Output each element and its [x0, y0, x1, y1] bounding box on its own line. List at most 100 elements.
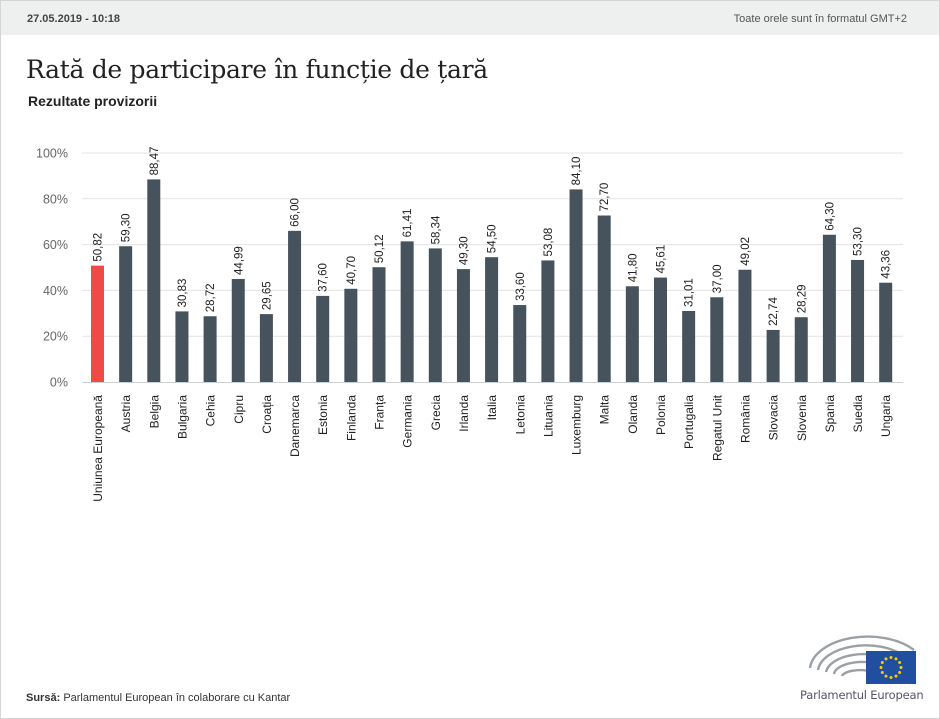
hemicycle-row: [808, 635, 915, 669]
bar-spania: [822, 234, 836, 382]
eu-stars: [879, 656, 903, 679]
x-tick-label: Letonia: [513, 395, 527, 435]
bar-bulgaria: [175, 311, 189, 382]
eu-star-icon: [898, 671, 902, 674]
x-tick-label: Grecia: [429, 395, 443, 431]
eu-star-icon: [894, 657, 898, 661]
eu-star-icon: [898, 661, 902, 664]
x-tick-label: Italia: [485, 395, 499, 421]
bar-cehia: [203, 316, 217, 382]
value-label: 53,08: [543, 228, 555, 257]
x-tick-label: Belgia: [147, 395, 161, 429]
x-tick-label: Olanda: [626, 395, 640, 434]
value-label: 64,30: [824, 202, 836, 231]
eu-star-icon: [880, 671, 884, 674]
value-label: 43,36: [881, 250, 893, 279]
hemicycle-row: [816, 644, 905, 671]
timezone-note: Toate orele sunt în formatul GMT+2: [733, 13, 907, 25]
y-tick-label: 100%: [36, 147, 68, 161]
bar-irlanda: [456, 269, 470, 382]
x-tick-label: Slovenia: [795, 395, 809, 441]
eu-star-icon: [889, 656, 893, 659]
x-tick-label: Bulgaria: [175, 395, 189, 439]
value-label: 30,83: [177, 279, 189, 308]
value-label: 54,50: [487, 224, 499, 253]
value-label: 66,00: [290, 198, 302, 227]
value-label: 59,30: [121, 213, 133, 242]
y-tick-label: 80%: [43, 192, 68, 206]
bars: [91, 179, 893, 382]
bar-danemarca: [288, 230, 302, 382]
value-label: 49,02: [740, 237, 752, 266]
x-tick-label: Lituania: [541, 395, 555, 437]
x-tick-label: Finlanda: [344, 395, 358, 441]
x-tick-label: Suedia: [851, 395, 865, 433]
x-tick-label: Danemarca: [288, 395, 302, 457]
timestamp: 27.05.2019 - 10:18: [27, 13, 120, 25]
bar-italia: [485, 257, 499, 382]
x-tick-label: Ungaria: [879, 395, 893, 437]
value-label: 22,74: [768, 297, 780, 326]
value-label: 72,70: [599, 183, 611, 212]
chart-subtitle: Rezultate provizorii: [28, 93, 158, 109]
bar-lituania: [541, 260, 555, 382]
x-tick-label: Spania: [823, 395, 837, 433]
x-tick-label: Irlanda: [457, 395, 471, 432]
bar-suedia: [851, 259, 865, 382]
source-label: Sursă:: [26, 692, 61, 704]
eu-star-icon: [899, 666, 903, 669]
source-text: Parlamentul European în colaborare cu Ka…: [63, 692, 291, 704]
parliament-logo: [808, 635, 916, 684]
bar-belgia: [147, 179, 161, 382]
bar-regatul-unit: [710, 297, 724, 382]
bar-uniunea-europeană: [91, 265, 104, 382]
bar-franța: [372, 267, 386, 382]
bar-polonia: [654, 277, 667, 382]
value-label: 28,29: [796, 284, 808, 313]
eu-star-icon: [884, 657, 888, 661]
x-tick-label: Croația: [260, 395, 274, 434]
value-label: 58,34: [430, 215, 442, 244]
value-label: 33,60: [515, 272, 527, 301]
value-label: 29,65: [261, 281, 273, 310]
bar-ungaria: [879, 282, 893, 382]
bar-malta: [597, 215, 611, 382]
bar-luxemburg: [569, 189, 583, 382]
x-tick-label: România: [738, 395, 752, 443]
x-tick-label: Cipru: [232, 395, 246, 424]
x-tick-label: Regatul Unit: [710, 394, 724, 461]
value-label: 88,47: [149, 147, 161, 176]
x-tick-label: Polonia: [654, 395, 668, 435]
x-tick-label: Malta: [598, 395, 612, 425]
x-tick-label: Cehia: [204, 395, 218, 427]
value-label: 50,82: [93, 233, 105, 262]
value-label: 61,41: [402, 209, 414, 238]
value-label: 28,72: [205, 283, 217, 312]
y-tick-label: 60%: [43, 238, 68, 252]
bar-portugalia: [682, 310, 696, 382]
value-label: 45,61: [656, 245, 668, 274]
bar-finlanda: [344, 288, 358, 382]
x-tick-label: Germania: [401, 395, 415, 448]
bar-cipru: [231, 278, 245, 382]
value-label: 40,70: [346, 256, 358, 285]
bar-estonia: [316, 295, 330, 382]
value-label: 37,00: [712, 264, 724, 293]
top-bar: 27.05.2019 - 10:18 Toate orele sunt în f…: [1, 1, 939, 35]
value-label: 41,80: [627, 253, 639, 282]
bar-slovacia: [766, 329, 780, 382]
bar-românia: [738, 269, 752, 382]
bar-olanda: [625, 286, 639, 382]
eu-star-icon: [879, 666, 883, 669]
value-labels: 50,82 59,30 88,47 30,83 28,72 44,99 29,65 66,00…: [93, 147, 893, 326]
value-label: 84,10: [571, 157, 583, 186]
x-tick-label: Austria: [119, 395, 133, 433]
value-label: 53,30: [853, 227, 865, 256]
bar-letonia: [513, 305, 527, 382]
y-tick-label: 40%: [43, 284, 68, 298]
value-label: 44,99: [233, 246, 245, 275]
logo-text: Parlamentul European: [800, 688, 924, 702]
x-tick-label: Estonia: [316, 395, 330, 435]
value-label: 50,12: [374, 234, 386, 263]
